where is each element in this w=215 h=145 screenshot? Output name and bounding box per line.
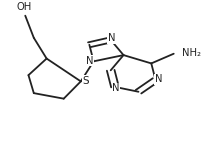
Text: N: N	[86, 56, 94, 66]
Text: S: S	[83, 76, 89, 86]
Text: N: N	[108, 33, 115, 43]
Text: N: N	[155, 74, 163, 84]
Text: OH: OH	[17, 2, 32, 12]
Text: N: N	[112, 83, 120, 93]
Text: NH₂: NH₂	[182, 48, 201, 58]
